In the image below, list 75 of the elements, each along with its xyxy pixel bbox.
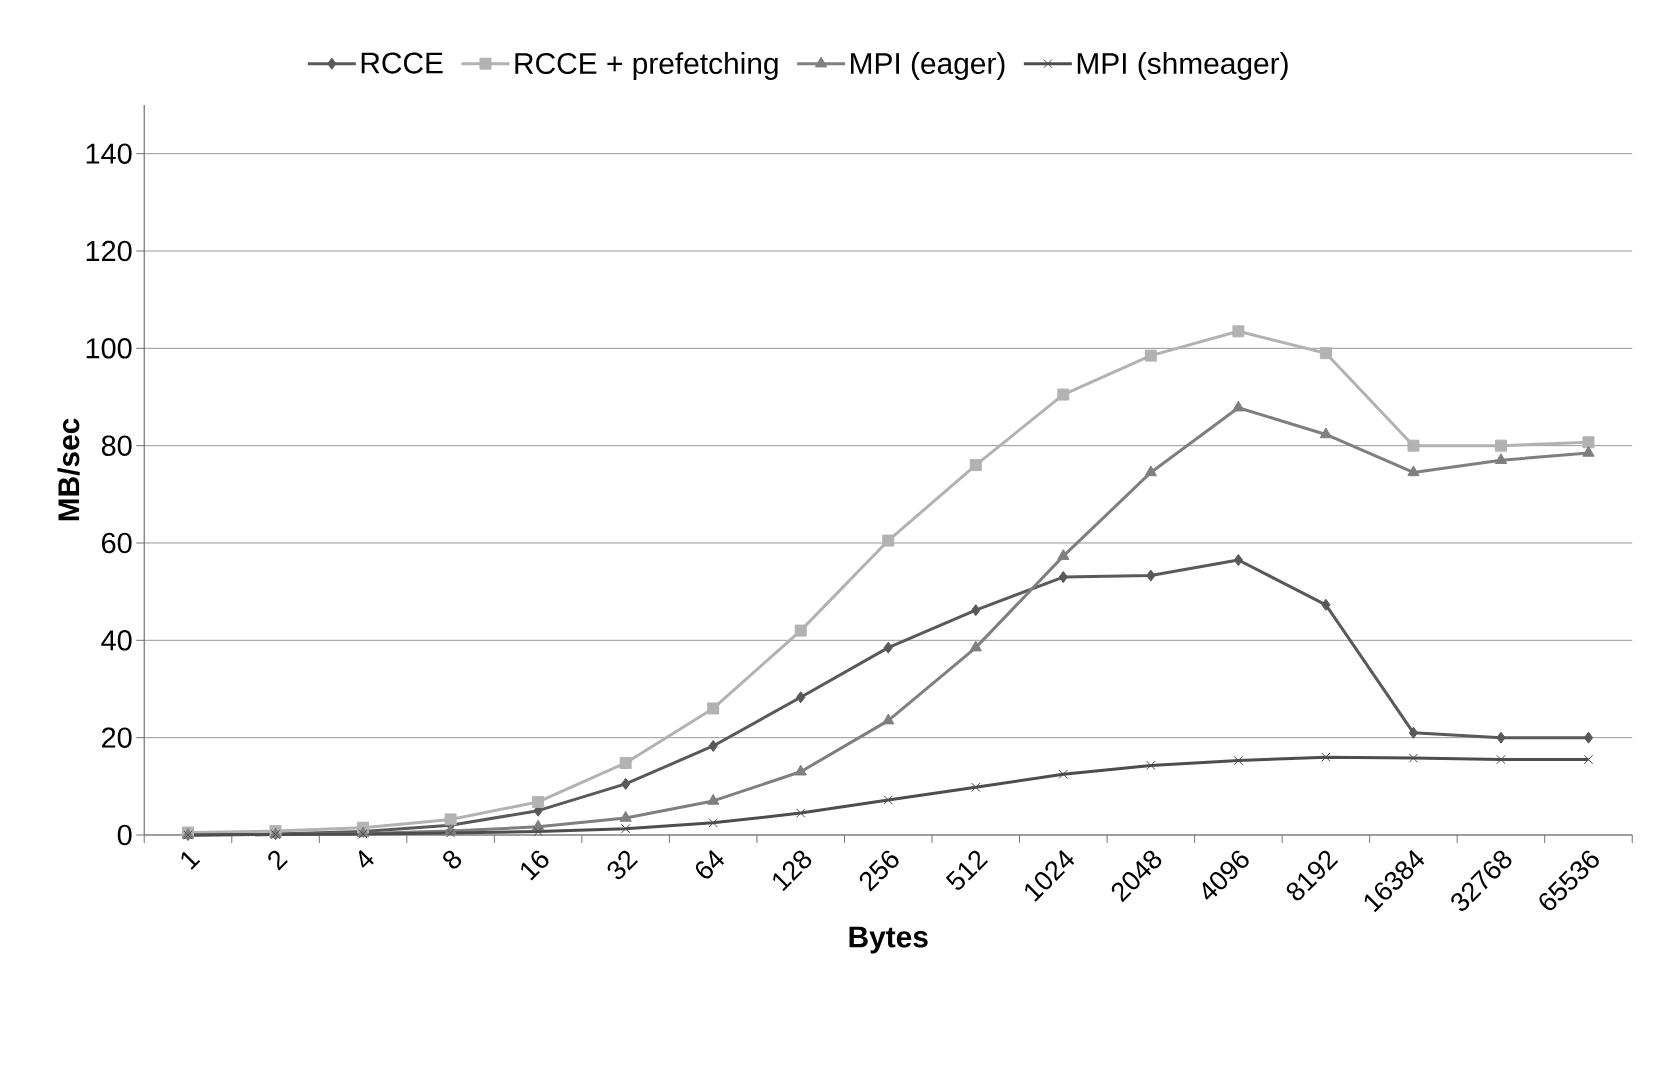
point — [1057, 549, 1070, 560]
point — [969, 459, 982, 472]
x-tick-label: 256 — [859, 850, 899, 892]
point — [1057, 388, 1070, 401]
point — [619, 810, 632, 822]
point — [532, 795, 545, 808]
point — [883, 641, 893, 654]
point — [1496, 754, 1506, 765]
point — [533, 826, 543, 837]
x-tick-label: 64 — [695, 850, 725, 879]
point — [1496, 731, 1506, 744]
point — [621, 777, 631, 790]
x-tick-label: 512 — [945, 850, 989, 890]
point — [707, 702, 720, 715]
point — [1144, 349, 1157, 362]
x-tick-label: 4 — [358, 849, 374, 868]
point — [1582, 445, 1595, 457]
y-tick-label: 40 — [101, 630, 132, 651]
point — [1058, 571, 1068, 584]
legend-label: RCCE + prefetching — [515, 52, 778, 80]
legend-label: MPI (shmeager) — [1077, 52, 1288, 80]
point — [882, 534, 895, 547]
point — [969, 640, 982, 652]
point — [1146, 760, 1156, 771]
point — [796, 691, 806, 704]
y-tick-label: 0 — [117, 824, 132, 846]
point — [445, 828, 456, 838]
x-tick-label: 1 — [181, 851, 201, 870]
point — [971, 604, 981, 617]
point — [1319, 427, 1333, 439]
point — [1233, 554, 1243, 567]
y-tick-label: 20 — [102, 727, 132, 748]
point — [1494, 439, 1507, 452]
point — [794, 764, 807, 776]
x-tick-label: 16 — [521, 850, 549, 881]
y-tick-label: 120 — [86, 240, 132, 262]
point — [1582, 436, 1595, 449]
legend-label: RCCE — [361, 52, 443, 74]
y-tick-label: 140 — [86, 143, 132, 164]
x-tick-label: 2 — [268, 850, 288, 871]
point — [1494, 453, 1508, 465]
point — [1233, 755, 1244, 766]
point — [882, 713, 895, 725]
x-tick-label: 32 — [607, 850, 638, 880]
point — [1407, 465, 1420, 477]
point — [707, 793, 720, 805]
point — [883, 795, 893, 805]
y-tick-label: 80 — [101, 435, 132, 456]
point — [1408, 753, 1419, 763]
point — [795, 808, 806, 818]
point — [1408, 726, 1419, 739]
point — [794, 624, 807, 637]
point — [1583, 754, 1594, 765]
x-tick-label: 128 — [773, 850, 812, 892]
point — [1321, 598, 1331, 611]
point — [1319, 347, 1332, 360]
legend-label: MPI (eager) — [851, 52, 1005, 80]
point — [1407, 439, 1420, 452]
point — [1232, 400, 1245, 412]
point — [1146, 569, 1156, 582]
y-tick-label: 100 — [86, 338, 132, 359]
point — [619, 756, 632, 769]
point — [971, 782, 981, 793]
point — [708, 818, 718, 828]
x-tick-label: 8 — [443, 850, 462, 869]
point — [620, 823, 631, 834]
point — [1058, 769, 1069, 779]
y-tick-label: 60 — [102, 532, 132, 554]
point — [444, 813, 457, 826]
y-axis-title: MB/sec — [57, 418, 80, 521]
point — [1583, 731, 1594, 744]
point — [1144, 465, 1157, 477]
point — [1232, 325, 1245, 338]
x-axis-title: Bytes — [849, 926, 928, 954]
point — [708, 739, 718, 752]
